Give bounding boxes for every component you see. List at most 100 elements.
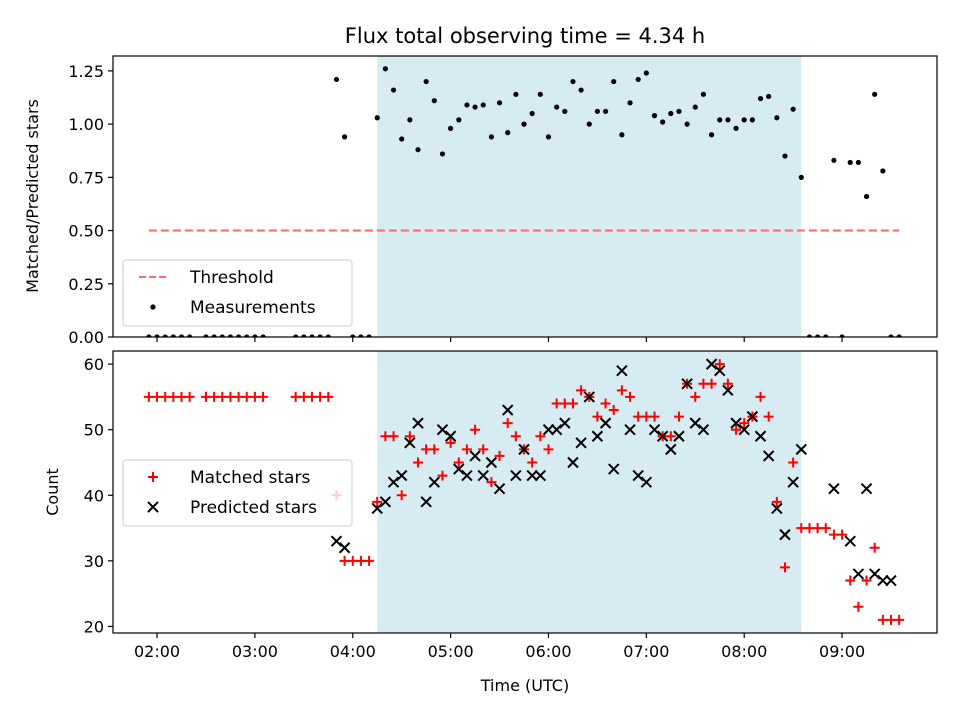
y-tick-label: 1.00 — [68, 115, 104, 134]
matched-stars-point — [837, 529, 848, 540]
x-tick-label: 05:00 — [428, 642, 474, 661]
predicted-stars-point — [330, 535, 343, 547]
y-tick-label: 0.25 — [68, 275, 104, 294]
measurements-point — [301, 334, 307, 337]
measurements-point — [203, 334, 209, 337]
predicted-stars-point — [395, 469, 408, 482]
plot-area — [143, 358, 905, 625]
predicted-stars-point — [681, 378, 693, 390]
legend-marker-predicted-stars — [147, 501, 159, 513]
measurements-point — [513, 91, 519, 97]
predicted-stars-point — [567, 456, 579, 469]
measurements-point — [863, 193, 870, 200]
matched-stars-point — [690, 391, 701, 402]
measurements-point — [366, 334, 372, 337]
measurements-point — [488, 134, 495, 140]
predicted-stars-point — [559, 417, 571, 429]
matched-stars-point — [665, 431, 676, 442]
predicted-stars-point — [771, 502, 783, 515]
measurements-point — [496, 100, 503, 106]
matched-stars-point — [429, 444, 440, 455]
matched-stars-point — [853, 601, 864, 612]
measurements-point — [219, 334, 225, 337]
measurements-point — [733, 125, 739, 131]
legend-marker-matched-stars — [148, 472, 158, 482]
matched-stars-point — [714, 359, 725, 370]
measurements-point — [423, 78, 429, 85]
predicted-stars-point — [371, 502, 383, 515]
matched-stars-point — [478, 444, 489, 455]
measurements-point — [839, 334, 845, 337]
y-tick-label: 60 — [84, 355, 104, 374]
y-tick-label: 20 — [84, 617, 104, 636]
measurements-point — [872, 91, 878, 97]
measurements-point — [896, 334, 902, 337]
predicted-stars-point — [795, 443, 808, 456]
measurements-point — [431, 98, 437, 104]
measurements-point — [390, 87, 397, 93]
measurements-point — [684, 121, 690, 127]
predicted-stars-point — [518, 443, 530, 456]
matched-stars-point — [527, 457, 538, 468]
measurements-point — [774, 115, 780, 121]
matched-stars-point — [323, 391, 334, 402]
predicted-stars-point — [599, 417, 612, 429]
measurements-point — [521, 121, 527, 127]
measurements-point — [619, 132, 625, 138]
measurements-point — [660, 119, 666, 125]
predicted-stars-point — [575, 437, 587, 449]
matched-stars-point — [845, 575, 856, 586]
measurements-point — [888, 334, 894, 337]
measurements-point — [350, 334, 356, 337]
matched-stars-point — [739, 418, 750, 429]
measurements-point — [170, 334, 176, 337]
measurements-point — [227, 334, 234, 337]
matched-stars-point — [869, 542, 880, 553]
predicted-stars-point — [828, 483, 840, 495]
count-panel: Count Time (UTC) 20 30 40 50 60 02:00 03:00 04:… — [43, 350, 938, 695]
measurements-point — [399, 136, 405, 142]
predicted-stars-point — [722, 384, 734, 397]
x-tick-label: 06:00 — [525, 642, 571, 661]
matched-stars-point — [600, 398, 611, 409]
matched-stars-point — [706, 378, 717, 389]
measurements-point — [333, 76, 340, 83]
matched-stars-point — [779, 562, 790, 573]
measurements-point — [382, 66, 388, 72]
matched-stars-point — [494, 450, 505, 461]
matched-stars-point — [404, 431, 415, 442]
observing-window-shade — [377, 56, 802, 337]
plot-area — [146, 66, 902, 337]
predicted-stars-point — [420, 496, 432, 508]
predicted-stars-point — [754, 430, 767, 442]
matched-stars-point — [510, 431, 521, 442]
measurements-point — [798, 174, 804, 180]
predicted-stars-point — [860, 483, 873, 495]
predicted-stars-point — [477, 469, 489, 482]
measurements-point — [529, 110, 535, 117]
measurements-point — [627, 100, 633, 106]
matched-stars-point — [771, 496, 782, 507]
measurements-point — [562, 108, 568, 114]
measurements-point — [700, 91, 707, 97]
matched-stars-point — [592, 411, 603, 422]
measurements-point — [749, 117, 755, 123]
measurements-point — [823, 334, 829, 337]
matched-stars-point — [567, 398, 578, 409]
matched-stars-point — [396, 490, 407, 501]
matched-stars-point — [543, 444, 554, 455]
matched-stars-point — [461, 444, 472, 455]
matched-stars-point — [413, 457, 424, 468]
measurements-point — [480, 102, 486, 108]
legend-box — [122, 259, 353, 327]
matched-stars-point — [616, 385, 627, 396]
measurements-point — [668, 110, 674, 117]
measurements-point — [252, 334, 258, 337]
y-axis-label-ratio: Matched/Predicted stars — [23, 99, 42, 293]
x-tick-label: 08:00 — [721, 642, 767, 661]
measurements-point — [651, 113, 658, 119]
matched-stars-point — [258, 391, 269, 402]
y-tick-label: 0.50 — [68, 222, 104, 241]
matched-stars-point — [820, 523, 831, 534]
